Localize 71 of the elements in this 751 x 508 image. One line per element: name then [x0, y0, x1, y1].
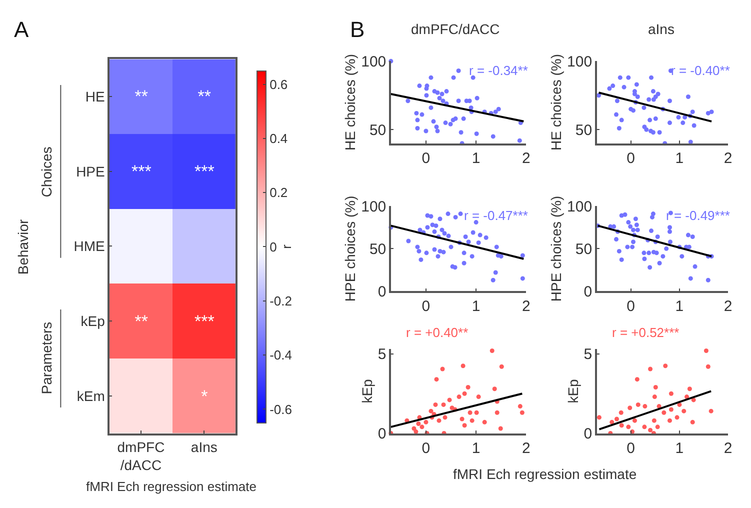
x-tick-label: 2: [522, 298, 530, 315]
x-tick-label: 1: [675, 150, 684, 168]
chart-subtitle: dmPFC/dACC: [411, 21, 500, 37]
y-tick-label: HE: [85, 88, 105, 105]
x-tick-label: 2: [724, 150, 732, 168]
y-tick-label: 0: [378, 426, 386, 443]
y-tick-label: 50: [369, 122, 386, 139]
annotation: r = -0.34**: [469, 63, 528, 78]
data-label: ***: [194, 162, 215, 182]
chart-title: A: [14, 17, 29, 42]
y-axis-title: Behavior: [15, 219, 32, 275]
chart-subtitle: aIns: [648, 21, 674, 37]
x-tick-label: 1: [472, 298, 480, 315]
x-tick-label: aIns: [190, 438, 218, 455]
color-bar-label: 0.6: [270, 76, 288, 92]
y-tick-label: kEm: [76, 388, 105, 404]
y-tick-label: 50: [369, 240, 386, 258]
y-tick-label: 50: [575, 122, 592, 139]
y-tick-label: 0: [378, 283, 386, 300]
y-axis-title: HPE choices (%): [548, 196, 564, 302]
x-axis-title: fMRI Ech regression estimate: [86, 479, 257, 494]
y-tick-label: 5: [584, 346, 592, 364]
y-tick-label: 50: [575, 240, 592, 258]
text: Choices: [38, 146, 54, 198]
y-tick-label: 0: [584, 283, 592, 300]
y-axis-title: HPE choices (%): [342, 196, 358, 302]
data-label: *: [201, 387, 208, 406]
text: r = +0.40**: [406, 325, 468, 340]
chart-title: B: [350, 17, 365, 42]
y-axis-title: HE choices (%): [342, 54, 358, 150]
y-tick-label: 0: [584, 426, 592, 443]
y-tick-label: 5: [378, 346, 386, 364]
color-bar-title: r: [278, 244, 294, 249]
text: r = +0.52***: [612, 325, 680, 340]
data-label: **: [134, 87, 148, 106]
x-tick-label: 2: [724, 298, 732, 315]
data-label: ***: [131, 162, 152, 182]
y-tick-label: HPE: [76, 163, 105, 180]
x-tick-label: 2: [724, 440, 732, 458]
data-label: ***: [194, 312, 215, 332]
color-bar-label: -0.6: [270, 402, 292, 417]
x-tick-label: 0: [626, 440, 636, 458]
x-tick-label: 0: [626, 150, 636, 168]
color-bar-label: 0.2: [270, 185, 288, 200]
x-tick-label: 0: [422, 298, 430, 315]
y-tick-label: 100: [361, 53, 386, 70]
y-tick-label: 100: [361, 198, 386, 216]
y-tick-label: HME: [74, 238, 105, 254]
x-axis-title: fMRI Ech regression estimate: [453, 466, 637, 482]
x-tick-label: 1: [472, 440, 480, 458]
x-tick-label: 2: [522, 440, 530, 458]
color-bar-label: -0.4: [270, 348, 292, 363]
x-tick-label: 1: [675, 298, 684, 315]
annotation: r = -0.47***: [464, 208, 528, 223]
data-label: **: [134, 312, 148, 332]
text: Parameters: [38, 322, 54, 394]
x-tick-label: 2: [522, 150, 530, 168]
color-bar-label: 0.4: [270, 130, 288, 146]
color-bar-label: -0.2: [270, 293, 292, 308]
y-axis-title: HE choices (%): [548, 54, 564, 150]
y-tick-label: 100: [567, 198, 592, 216]
x-tick-label: 1: [675, 440, 684, 458]
x-tick-label: 0: [422, 150, 430, 168]
data-label: **: [198, 87, 212, 106]
x-tick-label: dmPFC /dACC: [117, 438, 165, 474]
y-tick-label: 100: [567, 53, 592, 70]
x-tick-label: 0: [626, 298, 636, 315]
x-tick-label: 0: [422, 440, 430, 458]
y-tick-label: kEp: [80, 312, 106, 329]
color-bar-label: 0: [270, 239, 277, 254]
x-tick-label: 1: [472, 150, 480, 168]
